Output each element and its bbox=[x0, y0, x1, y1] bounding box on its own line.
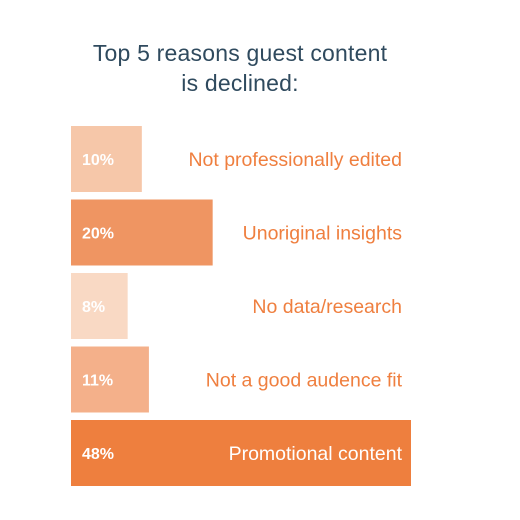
chart-title-line-1: Top 5 reasons guest content bbox=[92, 40, 388, 66]
value-label-3: 8% bbox=[82, 299, 105, 316]
category-label-3: No data/research bbox=[252, 296, 402, 318]
value-label-5: 48% bbox=[82, 446, 114, 463]
value-label-1: 10% bbox=[82, 152, 114, 169]
bar-5 bbox=[71, 420, 411, 486]
bar-3 bbox=[71, 273, 128, 339]
category-label-5: Promotional content bbox=[229, 443, 403, 465]
bar-4 bbox=[71, 346, 149, 413]
value-label-2: 20% bbox=[82, 226, 114, 243]
value-label-4: 11% bbox=[82, 373, 113, 390]
category-label-2: Unoriginal insights bbox=[243, 223, 403, 245]
chart-title: Top 5 reasons guest content is declined: bbox=[0, 38, 480, 98]
bar-2 bbox=[71, 199, 213, 266]
bar-1 bbox=[71, 126, 142, 192]
chart-title-line-2: is declined: bbox=[181, 70, 299, 96]
category-label-1: Not professionally edited bbox=[188, 149, 402, 171]
category-label-4: Not a good audence fit bbox=[206, 370, 403, 392]
